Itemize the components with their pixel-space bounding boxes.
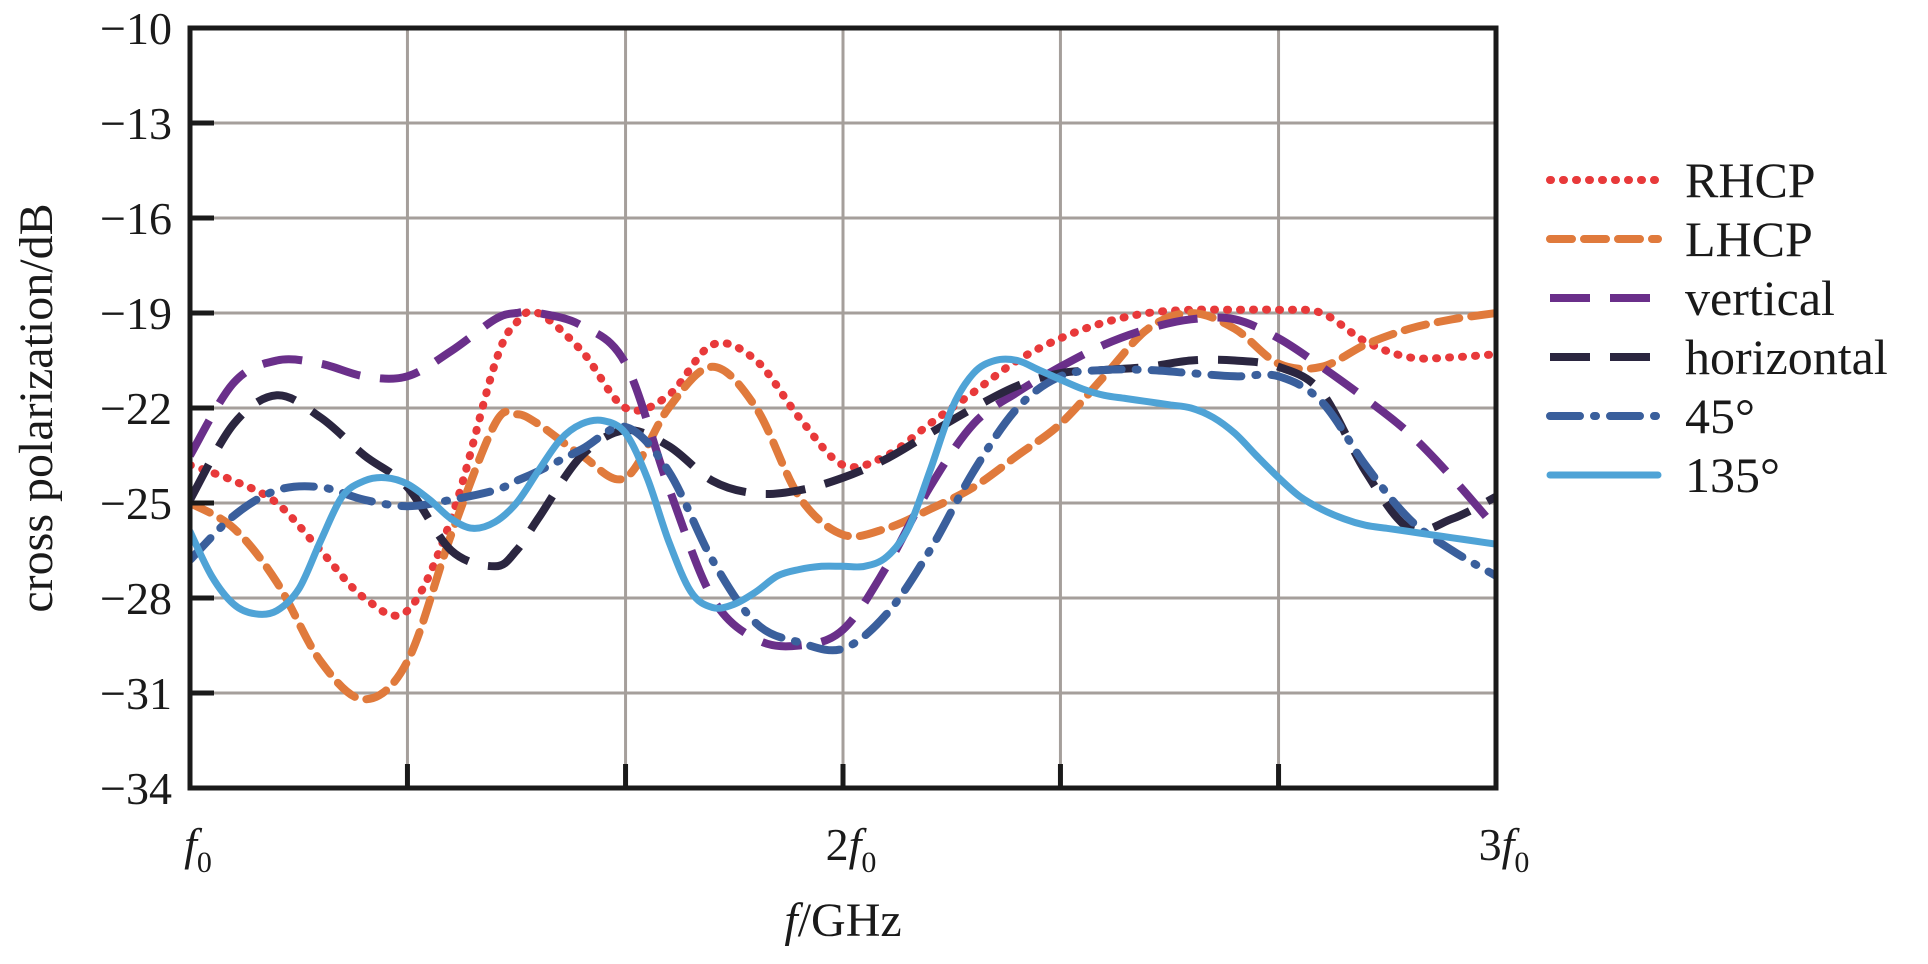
y-axis-label-text: cross polarization/dB bbox=[10, 203, 63, 612]
x-axis-label-text: f/GHz bbox=[784, 894, 901, 947]
y-tick-label: −13 bbox=[100, 98, 172, 149]
grid bbox=[190, 26, 1496, 790]
y-axis-label: cross polarization/dB bbox=[10, 203, 63, 612]
legend-label: RHCP bbox=[1685, 152, 1816, 208]
series-line-5 bbox=[190, 355, 1496, 618]
y-tick-label: −28 bbox=[100, 573, 172, 624]
x-tick-label: 3f0 bbox=[1479, 819, 1530, 879]
legend-label: 135° bbox=[1685, 447, 1780, 503]
x-tick-label: 2f0 bbox=[826, 819, 877, 879]
series-line-4 bbox=[190, 365, 1496, 655]
y-tick-label: −16 bbox=[100, 193, 172, 244]
y-tick-label: −22 bbox=[100, 383, 172, 434]
y-tick-label: −10 bbox=[100, 3, 172, 54]
legend-label: 45° bbox=[1685, 388, 1755, 444]
x-tick-label: f0 bbox=[184, 819, 212, 879]
legend-label: horizontal bbox=[1685, 329, 1888, 385]
series-line-2 bbox=[190, 307, 1496, 651]
y-tick-label: −31 bbox=[100, 668, 172, 719]
x-axis-label: f/GHz bbox=[784, 894, 901, 947]
y-tick-label: −25 bbox=[100, 478, 172, 529]
y-tick-label: −34 bbox=[100, 763, 172, 814]
y-tick-label: −19 bbox=[100, 288, 172, 339]
series-layer bbox=[190, 305, 1496, 704]
legend-label: LHCP bbox=[1685, 211, 1813, 267]
series-line-0 bbox=[190, 305, 1496, 620]
legend-label: vertical bbox=[1685, 270, 1835, 326]
